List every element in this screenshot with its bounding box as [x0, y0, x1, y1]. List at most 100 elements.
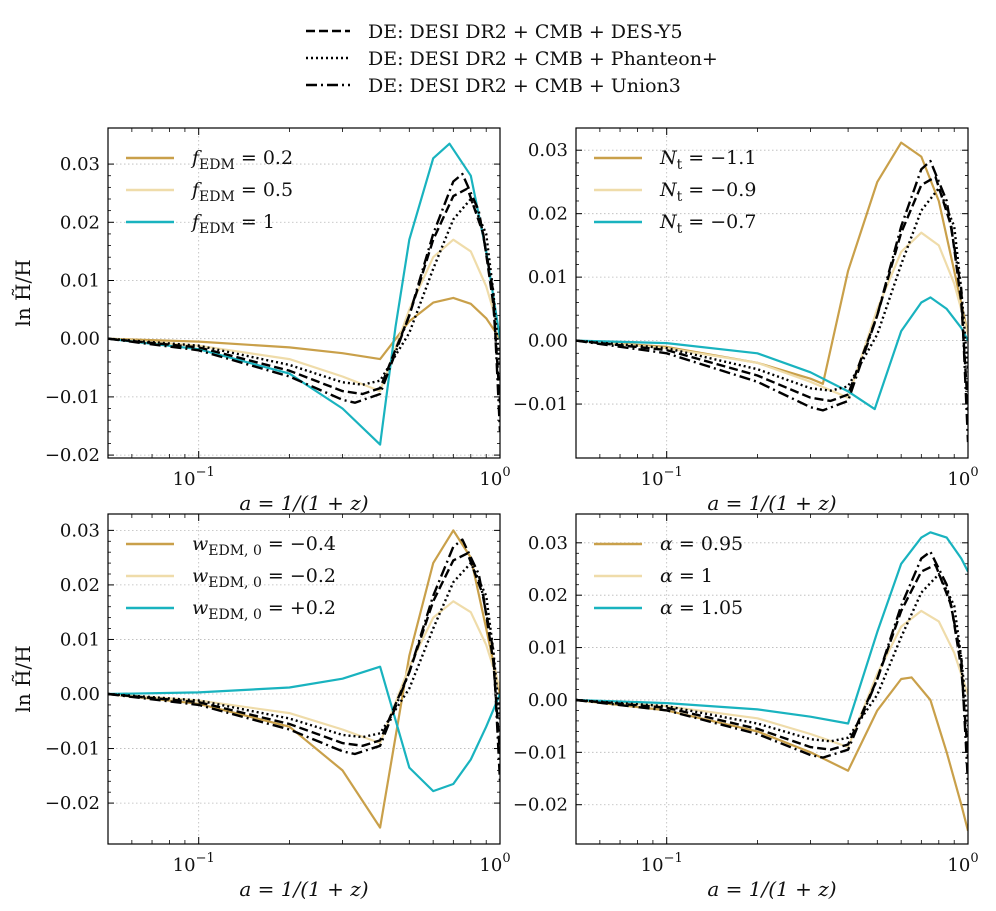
x-tick-label: 10−1 — [173, 851, 215, 876]
series-line-2 — [108, 600, 500, 745]
panel-legend: fEDM = 0.2 fEDM = 0.5 fEDM = 1 — [126, 147, 293, 237]
y-tick-label: 0.03 — [60, 154, 100, 175]
y-tick-label: −0.02 — [45, 445, 100, 466]
x-axis-label: a = 1/(1 + z) — [707, 491, 836, 515]
panel-legend: α = 0.95 α = 1 α = 1.05 — [594, 533, 743, 619]
chart-panel-4: −0.02 −0.01 0.00 0.01 0.02 0.03 10−1 100 a = 1/(… — [513, 513, 979, 901]
x-axis-label: a = 1/(1 + z) — [707, 877, 836, 901]
panel-legend: wEDM, 0 = −0.4 wEDM, 0 = −0.2 wEDM, 0 = +0… — [126, 533, 336, 623]
x-tick-label: 10−1 — [641, 465, 683, 490]
y-tick-label: 0.03 — [528, 140, 568, 161]
series-line-1 — [576, 676, 968, 832]
legend-label: wEDM, 0 = −0.4 — [192, 533, 336, 559]
series-line-1 — [108, 296, 500, 361]
legend-label: α = 1 — [660, 565, 713, 587]
y-tick-label: 0.02 — [528, 585, 568, 606]
x-axis-label: a = 1/(1 + z) — [239, 877, 368, 901]
x-axis-label: a = 1/(1 + z) — [239, 491, 368, 515]
series-line-2 — [576, 231, 968, 399]
chart-panel-2: −0.01 0.00 0.01 0.02 0.03 10−1 100 a = 1/(1 + z… — [513, 127, 979, 515]
y-tick-label: 0.02 — [60, 575, 100, 596]
series-group — [576, 141, 968, 443]
y-tick-label: −0.02 — [513, 795, 568, 816]
legend-label: α = 0.95 — [660, 533, 743, 555]
legend-label: wEDM, 0 = −0.2 — [192, 565, 336, 591]
series-line-6 — [576, 159, 968, 443]
chart-panel-3: −0.02 −0.01 0.00 0.01 0.02 0.03 10−1 100 a = 1/(… — [11, 513, 511, 901]
y-tick-label: 0.00 — [60, 684, 100, 705]
y-tick-label: 0.02 — [528, 204, 568, 225]
y-axis-label: ln H̃/H — [11, 259, 35, 326]
x-tick-label: 10−1 — [173, 465, 215, 490]
y-tick-label: 0.01 — [528, 638, 568, 659]
grid — [108, 128, 500, 458]
x-tick-label: 100 — [947, 851, 978, 876]
series-line-6 — [576, 550, 968, 784]
series-line-5 — [576, 187, 968, 392]
legend-label: fEDM = 1 — [190, 211, 275, 237]
panel-legend: Nt = −1.1 Nt = −0.9 Nt = −0.7 — [594, 147, 756, 237]
series-line-5 — [576, 573, 968, 743]
global-legend-label: DE: DESI DR2 + CMB + Union3 — [368, 75, 681, 97]
legend-label: Nt = −1.1 — [659, 147, 756, 173]
ticks: −0.02 −0.01 0.00 0.01 0.02 0.03 10−1 100 — [45, 128, 511, 490]
y-tick-label: 0.01 — [60, 270, 100, 291]
plot-frame — [107, 513, 501, 845]
series-group — [108, 529, 500, 829]
y-axis-label: ln H̃/H — [11, 645, 35, 712]
global-legend: DE: DESI DR2 + CMB + DES-Y5 DE: DESI DR2 … — [306, 21, 718, 97]
series-line-6 — [108, 538, 500, 782]
series-line-3 — [108, 142, 500, 446]
grid — [576, 128, 968, 458]
series-line-2 — [108, 238, 500, 393]
plot-frame — [107, 127, 501, 459]
global-legend-entry: DE: DESI DR2 + CMB + Phanteon+ — [306, 48, 718, 70]
global-legend-label: DE: DESI DR2 + CMB + Phanteon+ — [368, 48, 718, 70]
series-line-3 — [576, 296, 968, 411]
series-line-2 — [576, 609, 968, 749]
legend-label: fEDM = 0.2 — [190, 147, 293, 173]
ticks: −0.02 −0.01 0.00 0.01 0.02 0.03 10−1 100 — [513, 514, 979, 876]
y-tick-label: 0.00 — [528, 331, 568, 352]
y-tick-label: 0.01 — [60, 629, 100, 650]
series-line-5 — [108, 197, 500, 386]
series-line-4 — [576, 175, 968, 411]
global-legend-label: DE: DESI DR2 + CMB + DES-Y5 — [368, 21, 683, 43]
y-tick-label: 0.01 — [528, 267, 568, 288]
global-legend-entry: DE: DESI DR2 + CMB + DES-Y5 — [306, 21, 683, 43]
chart-panel-1: −0.02 −0.01 0.00 0.01 0.02 0.03 10−1 100 a = 1/(… — [11, 127, 511, 515]
series-line-4 — [576, 563, 968, 758]
legend-label: Nt = −0.7 — [659, 211, 756, 237]
x-tick-label: 10−1 — [641, 851, 683, 876]
grid — [576, 514, 968, 844]
series-line-6 — [108, 172, 500, 432]
y-tick-label: 0.02 — [60, 212, 100, 233]
x-tick-label: 100 — [479, 851, 510, 876]
x-tick-label: 100 — [479, 465, 510, 490]
y-tick-label: −0.01 — [513, 394, 568, 415]
legend-label: α = 1.05 — [660, 597, 743, 619]
y-tick-label: −0.01 — [45, 739, 100, 760]
legend-label: Nt = −0.9 — [659, 179, 756, 205]
y-tick-label: 0.00 — [528, 690, 568, 711]
series-group — [576, 531, 968, 832]
y-tick-label: −0.01 — [45, 387, 100, 408]
series-line-1 — [108, 529, 500, 829]
x-tick-label: 100 — [947, 465, 978, 490]
y-tick-label: 0.03 — [528, 533, 568, 554]
series-group — [108, 142, 500, 446]
plot-frame — [575, 127, 969, 459]
series-line-5 — [108, 561, 500, 739]
ticks: −0.02 −0.01 0.00 0.01 0.02 0.03 10−1 100 — [45, 514, 511, 876]
series-line-3 — [108, 665, 500, 793]
global-legend-entry: DE: DESI DR2 + CMB + Union3 — [306, 75, 681, 97]
legend-label: wEDM, 0 = +0.2 — [192, 597, 336, 623]
series-line-3 — [576, 531, 968, 725]
chart-panels: −0.02 −0.01 0.00 0.01 0.02 0.03 10−1 100 a = 1/(… — [11, 127, 979, 901]
y-tick-label: −0.02 — [45, 793, 100, 814]
grid — [108, 514, 500, 844]
series-line-4 — [108, 187, 500, 403]
y-tick-label: 0.00 — [60, 329, 100, 350]
legend-label: fEDM = 0.5 — [190, 179, 293, 205]
